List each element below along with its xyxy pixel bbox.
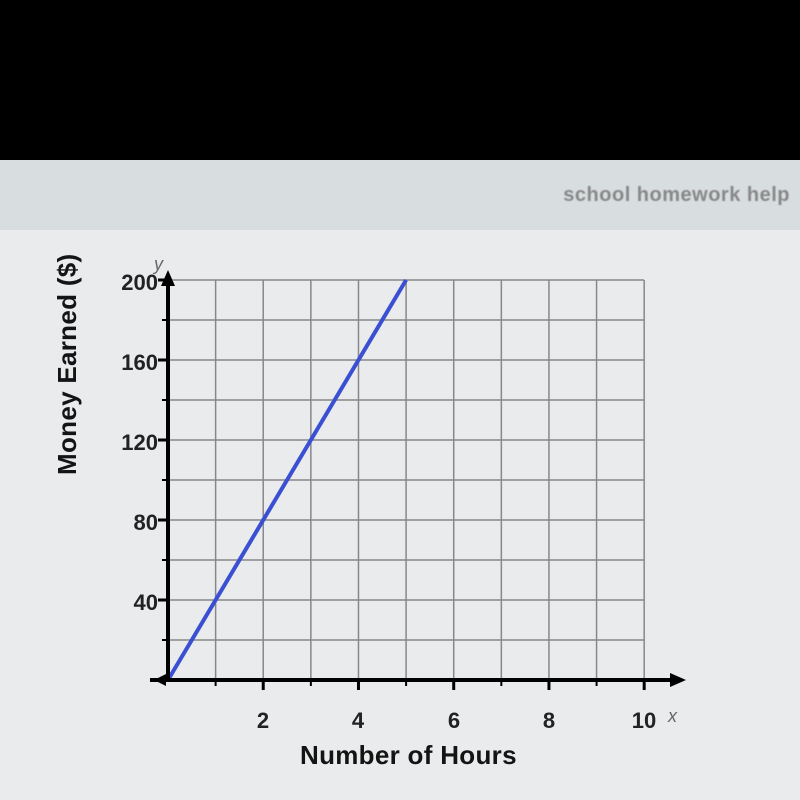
x-tick-8: 8 [534, 708, 564, 734]
y-tick-80: 80 [108, 510, 158, 536]
x-axis-label: Number of Hours [300, 740, 517, 771]
header-band: school homework help [0, 160, 800, 230]
y-tick-40: 40 [108, 590, 158, 616]
header-fragment: school homework help [563, 184, 790, 207]
page-background: Money Earned ($) Number of Hours y x 40 … [0, 230, 800, 800]
chart-container: Money Earned ($) Number of Hours y x 40 … [60, 245, 700, 785]
x-tick-4: 4 [343, 708, 373, 734]
y-tick-120: 120 [108, 430, 158, 456]
plot-area: y x 40 80 120 160 200 2 4 6 8 10 [168, 280, 678, 700]
x-tick-6: 6 [439, 708, 469, 734]
y-tick-160: 160 [108, 350, 158, 376]
x-tick-10: 10 [629, 708, 659, 734]
chart-svg [148, 270, 688, 720]
y-tick-200: 200 [108, 270, 158, 296]
y-axis-label: Money Earned ($) [52, 253, 83, 475]
x-tick-2: 2 [248, 708, 278, 734]
